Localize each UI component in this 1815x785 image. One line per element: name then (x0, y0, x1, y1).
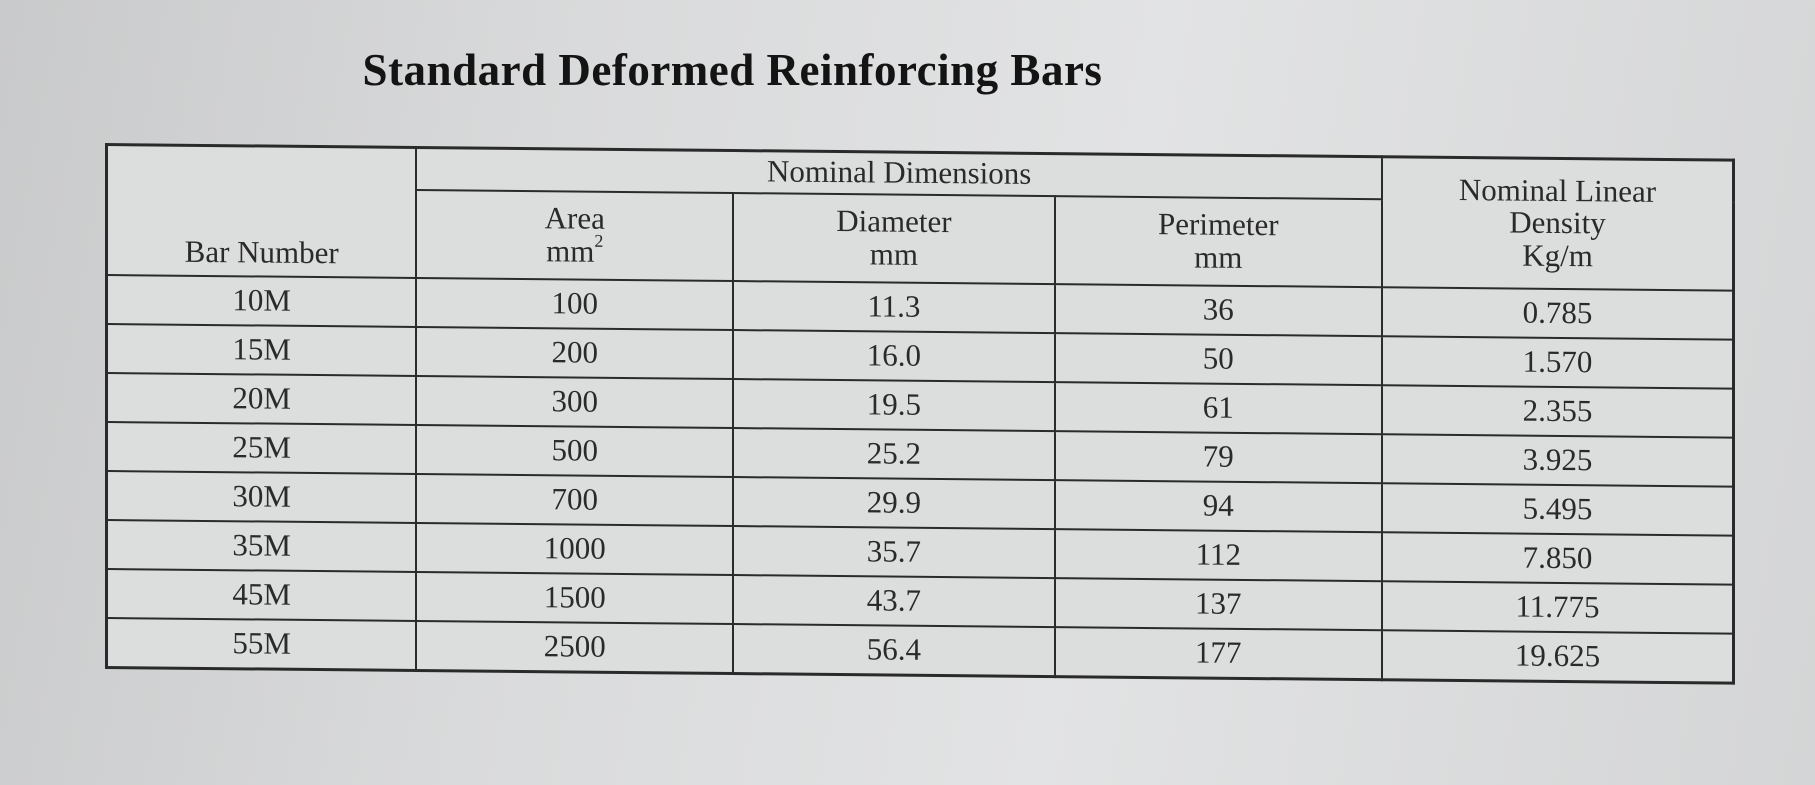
header-density-unit: Kg/m (1522, 237, 1593, 274)
header-perimeter-label: Perimeter (1158, 206, 1279, 243)
header-area-unit-sup: 2 (594, 230, 604, 251)
header-density: Nominal Linear Density Kg/m (1382, 156, 1734, 291)
cell-diameter: 35.7 (733, 525, 1055, 578)
cell-density: 3.925 (1382, 433, 1734, 487)
cell-density: 7.850 (1382, 531, 1734, 585)
cell-diameter: 19.5 (733, 378, 1055, 431)
cell-bar-number: 20M (106, 372, 417, 425)
cell-perimeter: 61 (1054, 381, 1382, 434)
header-perimeter-unit: mm (1194, 238, 1243, 275)
cell-bar-number: 25M (106, 421, 417, 474)
cell-density: 11.775 (1382, 580, 1734, 634)
header-area-label: Area (544, 200, 605, 236)
cell-area: 500 (416, 424, 734, 477)
cell-perimeter: 137 (1054, 577, 1382, 630)
cell-area: 300 (416, 375, 734, 428)
header-diameter-unit: mm (869, 235, 918, 272)
cell-bar-number: 30M (106, 470, 417, 523)
cell-perimeter: 36 (1054, 283, 1382, 336)
cell-perimeter: 112 (1054, 528, 1382, 581)
cell-diameter: 43.7 (733, 574, 1055, 627)
header-area-unit-base: mm (546, 232, 595, 269)
cell-perimeter: 177 (1054, 626, 1382, 680)
cell-bar-number: 35M (106, 519, 417, 572)
cell-area: 200 (416, 326, 734, 379)
table-body: 10M 100 11.3 36 0.785 15M 200 16.0 50 1.… (106, 274, 1734, 683)
cell-area: 100 (416, 277, 734, 330)
header-diameter-label: Diameter (836, 202, 952, 240)
cell-area: 1500 (416, 571, 734, 624)
cell-density: 2.355 (1382, 384, 1734, 438)
cell-density: 0.785 (1382, 286, 1734, 340)
cell-area: 2500 (416, 620, 734, 674)
cell-perimeter: 50 (1054, 332, 1382, 385)
cell-area: 700 (416, 473, 734, 526)
page-title: Standard Deformed Reinforcing Bars (362, 45, 1103, 95)
cell-bar-number: 10M (106, 274, 417, 327)
cell-bar-number: 15M (106, 323, 417, 376)
header-density-line2: Density (1509, 204, 1606, 241)
header-area-unit: mm2 (417, 230, 732, 269)
header-bar-number: Bar Number (106, 144, 417, 278)
table-header: Bar Number Nominal Dimensions Nominal Li… (106, 144, 1734, 291)
header-diameter: Diameter mm (733, 192, 1055, 284)
header-area: Area mm2 (416, 189, 734, 281)
cell-area: 1000 (416, 522, 734, 575)
cell-density: 19.625 (1382, 629, 1734, 683)
cell-bar-number: 55M (106, 617, 417, 670)
cell-diameter: 56.4 (733, 623, 1055, 677)
cell-diameter: 29.9 (733, 476, 1055, 529)
header-perimeter: Perimeter mm (1054, 195, 1382, 287)
cell-bar-number: 45M (106, 568, 417, 621)
header-density-line1: Nominal Linear (1458, 171, 1657, 209)
cell-diameter: 16.0 (733, 329, 1055, 382)
rebar-table: Bar Number Nominal Dimensions Nominal Li… (105, 143, 1735, 685)
cell-density: 1.570 (1382, 335, 1734, 389)
cell-density: 5.495 (1382, 482, 1734, 536)
cell-perimeter: 94 (1054, 479, 1382, 532)
cell-diameter: 25.2 (733, 427, 1055, 480)
cell-diameter: 11.3 (733, 280, 1055, 333)
cell-perimeter: 79 (1054, 430, 1382, 483)
